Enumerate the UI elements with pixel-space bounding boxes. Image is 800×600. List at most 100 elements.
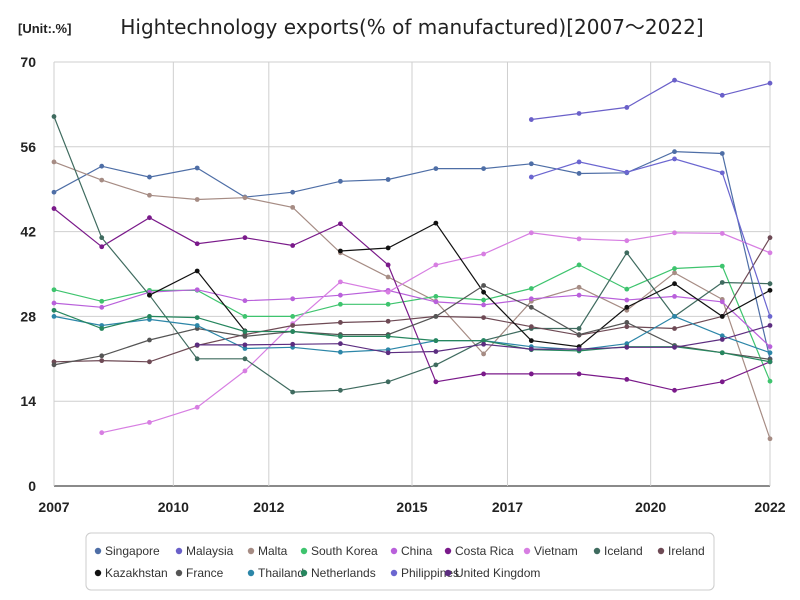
data-point-iceland <box>624 250 630 256</box>
data-point-kazakhstan <box>528 338 534 344</box>
series-malaysia <box>528 77 773 122</box>
data-point-united-kingdom <box>528 346 534 352</box>
data-point-malta <box>672 270 677 276</box>
data-point-china <box>433 299 439 305</box>
data-point-vietnam <box>147 420 152 425</box>
data-point-china <box>242 298 248 304</box>
data-point-united-kingdom <box>290 341 296 347</box>
data-point-singapore <box>51 189 57 195</box>
series-vietnam <box>99 230 773 436</box>
data-point-costa-rica <box>433 379 439 385</box>
data-point-netherlands <box>51 307 57 313</box>
legend-entry-costa-rica: Costa Rica <box>444 544 514 558</box>
y-tick-label: 0 <box>28 478 36 494</box>
data-point-china <box>338 292 343 298</box>
data-point-united-kingdom <box>242 342 248 348</box>
data-point-thailand <box>242 346 248 351</box>
legend-marker <box>444 547 452 555</box>
data-point-philippines <box>576 159 582 165</box>
data-point-philippines <box>672 156 677 162</box>
legend-entry-malta: Malta <box>247 544 288 558</box>
data-point-malta <box>99 177 105 183</box>
data-point-ireland <box>99 358 105 364</box>
data-point-kazakhstan <box>481 289 486 295</box>
data-point-malta <box>481 351 486 357</box>
data-point-kazakhstan <box>147 292 152 298</box>
series-line-iceland <box>53 116 771 393</box>
data-point-vietnam <box>767 250 773 256</box>
data-point-iceland <box>338 387 343 393</box>
data-point-united-kingdom <box>719 337 725 342</box>
data-point-singapore <box>99 163 105 169</box>
data-point-china <box>624 297 630 303</box>
series-line-singapore <box>53 150 771 359</box>
data-point-ireland <box>672 326 677 331</box>
legend-entry-ireland: Ireland <box>657 544 705 558</box>
series-philippines <box>528 156 773 319</box>
data-point-vietnam <box>576 236 582 242</box>
data-point-netherlands <box>242 329 248 334</box>
data-point-ireland <box>767 235 773 241</box>
legend-entry-thailand: Thailand <box>247 566 304 580</box>
data-point-singapore <box>147 174 152 180</box>
data-point-vietnam <box>481 251 486 257</box>
unit-label: [Unit:.%] <box>18 21 71 36</box>
data-point-south-korea <box>338 301 343 307</box>
data-point-vietnam <box>338 279 343 285</box>
legend-marker <box>593 547 601 555</box>
legend-entry-philippines: Philippines <box>390 566 459 580</box>
data-point-france <box>242 333 248 339</box>
data-point-south-korea <box>290 314 296 319</box>
data-point-china <box>767 344 773 350</box>
data-point-south-korea <box>242 314 248 319</box>
legend-marker <box>175 569 183 577</box>
data-point-united-kingdom <box>433 349 439 354</box>
series-costa-rica <box>51 206 773 393</box>
data-point-costa-rica <box>147 215 152 221</box>
data-point-china <box>481 302 486 308</box>
series-line-malta <box>53 161 771 439</box>
data-point-iceland <box>576 326 582 331</box>
data-point-united-kingdom <box>194 342 200 348</box>
data-point-netherlands <box>290 329 296 334</box>
data-point-costa-rica <box>481 371 486 377</box>
data-point-ireland <box>624 324 630 330</box>
data-point-iceland <box>99 235 105 241</box>
data-point-singapore <box>290 189 296 195</box>
series-line-china <box>53 289 771 348</box>
data-point-france <box>528 304 534 310</box>
data-point-singapore <box>194 165 200 171</box>
series-line-costa-rica <box>53 208 771 391</box>
data-point-malta <box>767 436 773 442</box>
data-point-costa-rica <box>194 241 200 247</box>
data-point-united-kingdom <box>624 344 630 350</box>
y-tick-label: 42 <box>20 224 36 240</box>
legend-entry-france: France <box>175 566 224 580</box>
series-line-philippines <box>531 158 771 317</box>
data-point-china <box>290 296 296 302</box>
legend-marker <box>94 547 102 555</box>
data-point-united-kingdom <box>672 344 677 350</box>
data-point-south-korea <box>672 266 677 271</box>
y-tick-label: 70 <box>20 54 36 70</box>
data-point-china <box>672 294 677 299</box>
data-point-vietnam <box>194 404 200 410</box>
legend-entry-malaysia: Malaysia <box>175 544 234 558</box>
data-point-ireland <box>290 323 296 328</box>
data-point-netherlands <box>767 359 773 365</box>
data-point-costa-rica <box>338 221 343 227</box>
data-point-france <box>99 353 105 359</box>
data-point-south-korea <box>576 262 582 268</box>
data-point-costa-rica <box>290 243 296 248</box>
data-point-malaysia <box>672 77 677 83</box>
data-point-kazakhstan <box>624 304 630 310</box>
data-point-kazakhstan <box>719 314 725 319</box>
data-point-ireland <box>147 359 152 365</box>
data-point-south-korea <box>385 301 391 307</box>
data-point-ireland <box>338 320 343 325</box>
data-point-vietnam <box>433 262 439 268</box>
data-point-south-korea <box>51 287 57 293</box>
x-tick-label: 2015 <box>396 499 427 515</box>
x-tick-label: 2007 <box>38 499 69 515</box>
